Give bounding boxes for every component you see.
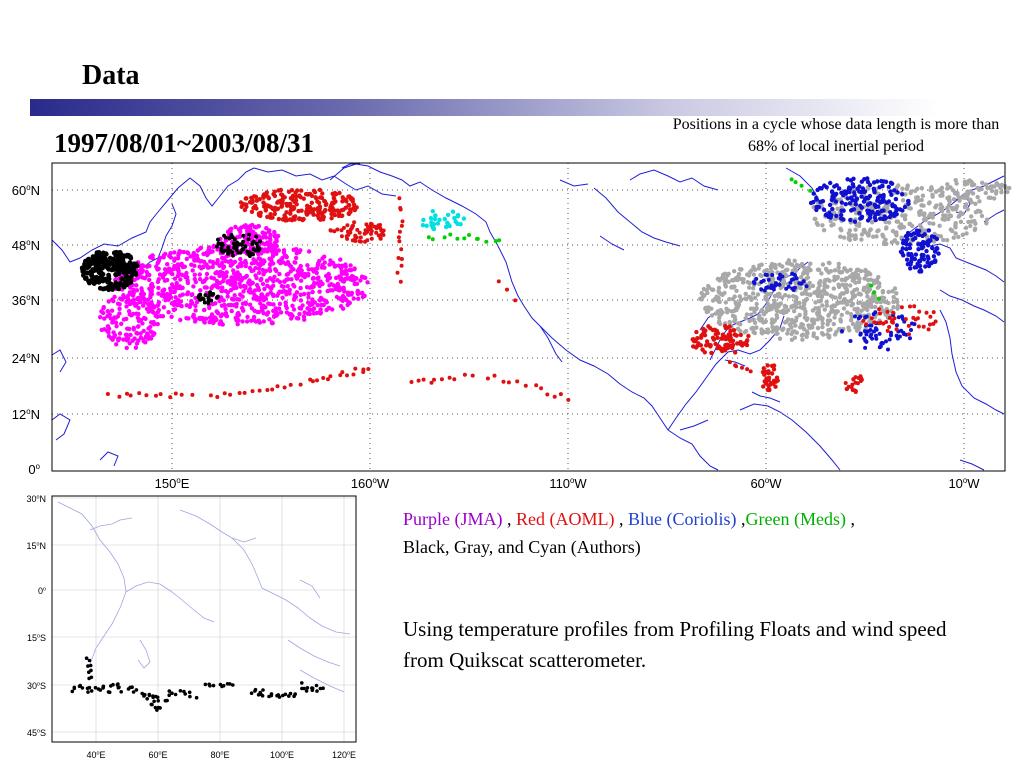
lat-label: 15oN [26,541,46,551]
lat-label: 0o [38,586,46,596]
float-track [140,691,169,704]
lat-label: 36oN [12,293,40,308]
float-position-cluster [214,232,262,258]
float-track [395,196,405,284]
lon-label: 160oW [351,476,390,490]
legend-sep-3: , [736,509,746,529]
float-track [485,373,571,402]
float-track [308,366,371,384]
float-track [249,687,298,699]
lat-label: 0o [28,462,40,477]
float-position-cluster [328,220,386,244]
float-track [496,279,518,303]
float-position-cluster [108,243,370,327]
lon-label: 100oE [270,750,294,760]
lon-label: 80oE [210,750,229,760]
lon-label: 120oE [332,750,356,760]
float-track [109,682,139,694]
legend-authors: Black, Gray, and Cyan (Authors) [403,537,641,557]
float-track [167,689,199,700]
slide-title: Data [82,60,140,91]
float-position-cluster [98,290,160,351]
float-source-legend: Purple (JMA) , Red (AOML) , Blue (Coriol… [403,505,1003,561]
lat-label: 48oN [12,238,40,253]
lon-label: 40oE [86,750,105,760]
south-map: 30oN 15oN 0o 15oS 30oS 45oS 40oE 60oE 80oE 100oE… [26,494,357,760]
float-position-cluster [808,176,911,224]
lon-label: 60oE [148,750,167,760]
float-track [105,391,195,400]
lat-label: 24oN [12,351,40,366]
float-position-cluster [840,310,917,352]
float-position-cluster [861,304,938,337]
main-map: 60oN 48oN 36oN 24oN 12oN 0o 150oE 160oW 110oW 60… [12,162,1012,490]
float-position-cluster [751,271,809,293]
legend-sep-4: , [845,509,855,529]
float-position-cluster [79,249,140,293]
float-position-cluster [898,228,941,274]
legend-meds: Green (Meds) [745,509,846,529]
float-position-cluster [238,187,359,223]
legend-sep-2: , [614,509,628,529]
float-track [409,372,475,385]
lon-label: 150oE [155,476,190,490]
float-position-cluster [760,363,780,393]
float-track [426,232,502,244]
lat-label: 30oN [26,494,46,504]
legend-aoml: Red (AOML) [516,509,615,529]
date-range: 1997/08/01~2003/08/31 [54,128,315,158]
cycle-note: Positions in a cycle whose data length i… [672,116,1000,155]
float-position-cluster [420,209,467,232]
legend-sep-1: , [502,509,516,529]
method-description: Using temperature profiles from Profilin… [403,617,947,672]
float-track [70,683,112,695]
float-position-cluster [843,374,864,394]
float-track [869,283,881,301]
lon-label: 60oW [750,476,782,490]
lat-label: 15oS [27,633,46,643]
float-track [727,360,753,374]
lat-label: 60oN [12,183,40,198]
lon-label: 10oW [948,476,980,490]
legend-jma: Purple (JMA) [403,509,503,529]
legend-coriolis: Blue (Coriolis) [627,509,737,529]
lat-label: 30oS [27,681,46,691]
float-track [149,702,162,712]
float-track [208,382,303,399]
lat-label: 12oN [12,407,40,422]
float-position-cluster [690,323,751,356]
float-track [84,656,94,681]
lat-label: 45oS [27,728,46,738]
float-position-cluster [196,290,220,306]
float-track [300,681,325,693]
float-track [789,177,813,193]
lon-label: 110oW [549,476,587,490]
float-track [203,682,235,689]
title-underline-bar [30,99,940,116]
